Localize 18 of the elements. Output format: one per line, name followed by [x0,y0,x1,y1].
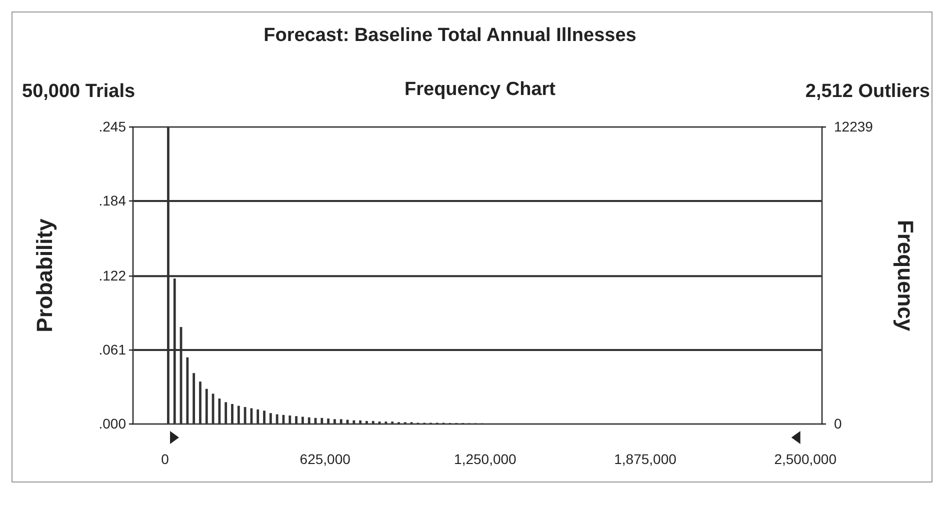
text: 50,000 Trials [22,81,136,102]
chart-subtitle: Frequency Chart [404,79,556,100]
y-tick-label: .245 [98,118,126,134]
y-tick-label: .000 [98,415,126,432]
x-tick-label: 2,500,000 [774,450,837,467]
y-tick-label: .061 [98,342,126,358]
y2-tick-label: 12239 [834,118,874,134]
x-tick-label: 625,000 [300,450,351,467]
x-tick-label: 0 [161,450,170,467]
y-axis-title: Probability [32,218,57,332]
text: 2,512 Outliers [805,81,930,102]
x-tick-label: 1,875,000 [614,450,677,467]
y2-tick-label: 0 [834,415,842,432]
y2-axis-title: Frequency [893,220,918,332]
y-tick-label: .184 [98,192,126,208]
y-tick-label: .122 [98,268,126,284]
chart-title: Forecast: Baseline Total Annual Illnesses [264,25,636,46]
x-tick-label: 1,250,000 [454,450,517,467]
